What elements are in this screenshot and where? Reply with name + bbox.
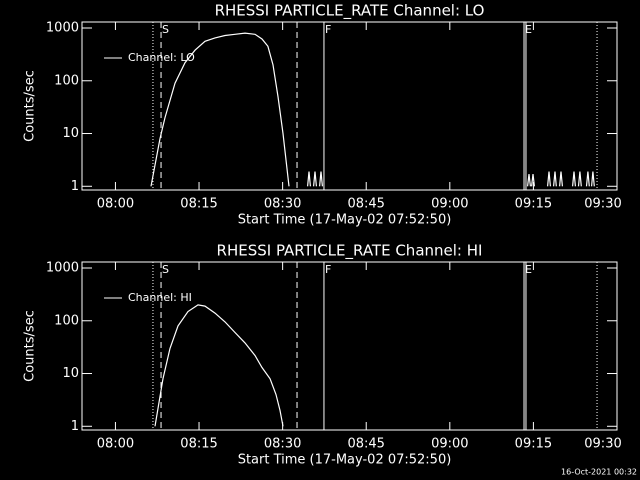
x-tick-label: 08:15 xyxy=(180,197,217,212)
marker-label: S xyxy=(162,23,169,36)
marker-label: E xyxy=(525,263,532,276)
y-tick-label: 100 xyxy=(54,313,79,328)
timestamp: 16-Oct-2021 00:32 xyxy=(561,468,637,477)
marker-label: S xyxy=(162,263,169,276)
x-axis-label: Start Time (17-May-02 07:52:50) xyxy=(238,453,452,468)
data-line xyxy=(154,304,284,427)
x-tick-label: 08:30 xyxy=(264,437,301,452)
x-tick-label: 08:45 xyxy=(347,437,384,452)
chart-title: RHESSI PARTICLE_RATE Channel: LO xyxy=(215,2,485,21)
x-tick-label: 09:00 xyxy=(431,197,468,212)
y-axis-label: Counts/sec xyxy=(23,70,38,142)
y-tick-label: 10 xyxy=(62,366,79,381)
x-tick-label: 09:15 xyxy=(515,197,552,212)
y-tick-label: 1 xyxy=(71,419,79,434)
marker-label: E xyxy=(525,23,532,36)
x-tick-label: 09:15 xyxy=(515,437,552,452)
x-tick-label: 08:00 xyxy=(97,197,134,212)
x-tick-label: 09:30 xyxy=(584,197,621,212)
y-tick-label: 1000 xyxy=(46,21,79,36)
chart-title: RHESSI PARTICLE_RATE Channel: HI xyxy=(217,242,483,261)
y-tick-label: 10 xyxy=(62,126,79,141)
x-tick-label: 09:00 xyxy=(431,437,468,452)
data-line xyxy=(150,32,595,187)
y-tick-label: 100 xyxy=(54,73,79,88)
x-tick-label: 09:30 xyxy=(584,437,621,452)
y-tick-label: 1 xyxy=(71,179,79,194)
plot-frame xyxy=(81,261,618,431)
x-axis-label: Start Time (17-May-02 07:52:50) xyxy=(238,213,452,228)
x-tick-label: 08:15 xyxy=(180,437,217,452)
plot-frame xyxy=(81,21,618,191)
y-axis-label: Counts/sec xyxy=(23,310,38,382)
x-tick-label: 08:45 xyxy=(347,197,384,212)
legend-label: Channel: HI xyxy=(128,291,192,304)
x-tick-label: 08:00 xyxy=(97,437,134,452)
legend-label: Channel: LO xyxy=(128,51,195,64)
marker-label: F xyxy=(325,263,331,276)
x-tick-label: 08:30 xyxy=(264,197,301,212)
marker-label: F xyxy=(325,23,331,36)
y-tick-label: 1000 xyxy=(46,261,79,276)
